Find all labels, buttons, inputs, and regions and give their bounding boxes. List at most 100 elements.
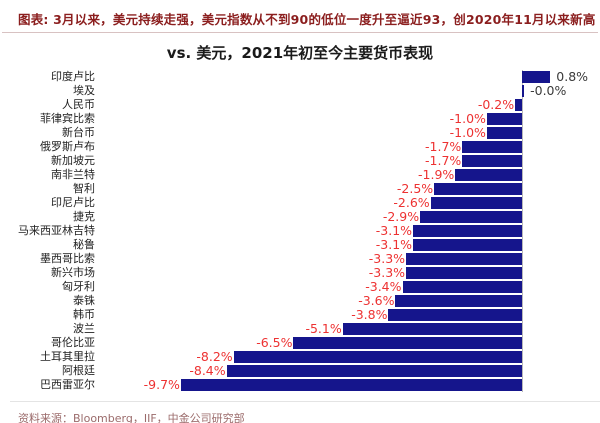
bar-plot-area: -5.1%	[100, 322, 600, 336]
bar-row: 捷克 -2.9%	[0, 210, 600, 224]
bar-plot-area: 0.8%	[100, 70, 600, 84]
bar	[293, 337, 523, 349]
category-label: 印度卢比	[51, 70, 95, 83]
bar-plot-area: -2.9%	[100, 210, 600, 224]
category-label: 波兰	[73, 322, 95, 335]
bar-value-label: -5.1%	[305, 321, 342, 336]
bar-row: 智利 -2.5%	[0, 182, 600, 196]
bar-row: 泰铢 -3.6%	[0, 294, 600, 308]
bar-row: 韩币 -3.8%	[0, 308, 600, 322]
category-label: 土耳其里拉	[40, 350, 95, 363]
bar	[233, 351, 523, 363]
bar-value-label: -9.7%	[143, 377, 180, 392]
bar-value-label: -1.0%	[449, 125, 486, 140]
category-label: 南非兰特	[51, 168, 95, 181]
bar-row: 秘鲁 -3.1%	[0, 238, 600, 252]
category-label: 韩币	[73, 308, 95, 321]
bar-value-label: -0.0%	[530, 83, 567, 98]
bar-plot-area: -3.1%	[100, 238, 600, 252]
bar-row: 新台币 -1.0%	[0, 126, 600, 140]
bar-value-label: -3.1%	[375, 237, 413, 252]
bar-plot-area: -1.0%	[100, 112, 600, 126]
bar-row: 哥伦比亚 -6.5%	[0, 336, 600, 350]
bar	[486, 127, 523, 139]
bar-value-label: -1.9%	[418, 167, 455, 182]
category-label: 阿根廷	[62, 364, 95, 377]
footer-divider	[10, 401, 600, 402]
bar	[522, 85, 525, 97]
bar-value-label: 0.8%	[556, 69, 589, 84]
bar-value-label: -3.1%	[375, 223, 413, 238]
bar-plot-area: -3.8%	[100, 308, 600, 322]
bar-row: 波兰 -5.1%	[0, 322, 600, 336]
bar	[388, 309, 523, 321]
bar-row: 巴西雷亚尔 -9.7%	[0, 378, 600, 392]
bar	[515, 99, 523, 111]
bar-value-label: -2.5%	[396, 181, 434, 196]
bar	[413, 225, 523, 237]
bar-value-label: -1.0%	[449, 111, 486, 126]
bar-plot-area: -0.0%	[100, 84, 600, 98]
bar	[434, 183, 523, 195]
bar-plot-area: -3.3%	[100, 266, 600, 280]
bar-plot-area: -0.2%	[100, 98, 600, 112]
bar-row: 墨西哥比索 -3.3%	[0, 252, 600, 266]
bar-chart: 印度卢比 0.8% 埃及 -0.0% 人民币 -0.2% 菲律宾比索 -1.0% 新台币 -1.0…	[0, 70, 600, 392]
bar-value-label: -3.6%	[358, 293, 395, 308]
bar-plot-area: -8.2%	[100, 350, 600, 364]
bar-value-label: -6.5%	[256, 335, 293, 350]
bar-row: 南非兰特 -1.9%	[0, 168, 600, 182]
category-label: 新兴市场	[51, 266, 95, 279]
category-label: 俄罗斯卢布	[40, 140, 95, 153]
bar-plot-area: -8.4%	[100, 364, 600, 378]
bar-row: 阿根廷 -8.4%	[0, 364, 600, 378]
bar	[430, 197, 523, 209]
bar-row: 埃及 -0.0%	[0, 84, 600, 98]
bar-row: 新加坡元 -1.7%	[0, 154, 600, 168]
bar-plot-area: -1.9%	[100, 168, 600, 182]
category-label: 马来西亚林吉特	[18, 224, 95, 237]
bar-value-label: -1.7%	[425, 139, 462, 154]
bar-value-label: -3.3%	[368, 251, 406, 266]
bar-value-label: -8.4%	[189, 363, 226, 378]
bar-value-label: -1.7%	[425, 153, 462, 168]
bar	[226, 365, 523, 377]
category-label: 人民币	[62, 98, 95, 111]
category-label: 泰铢	[73, 294, 95, 307]
category-label: 墨西哥比索	[40, 252, 95, 265]
category-label: 捷克	[73, 210, 95, 223]
source-note: 资料来源：Bloomberg，IIF，中金公司研究部	[18, 412, 245, 423]
bar-row: 匈牙利 -3.4%	[0, 280, 600, 294]
bar-row: 俄罗斯卢布 -1.7%	[0, 140, 600, 154]
bar	[420, 211, 523, 223]
bar-value-label: -0.2%	[477, 97, 515, 112]
category-label: 埃及	[73, 84, 95, 97]
bar-row: 印尼卢比 -2.6%	[0, 196, 600, 210]
bar-row: 菲律宾比索 -1.0%	[0, 112, 600, 126]
zero-axis-line	[522, 70, 524, 392]
bar-value-label: -3.8%	[351, 307, 388, 322]
category-label: 新加坡元	[51, 154, 95, 167]
bar-plot-area: -6.5%	[100, 336, 600, 350]
category-label: 智利	[73, 182, 95, 195]
bar-row: 土耳其里拉 -8.2%	[0, 350, 600, 364]
bar	[395, 295, 523, 307]
bar	[462, 141, 523, 153]
bar-plot-area: -3.3%	[100, 252, 600, 266]
bar-plot-area: -3.6%	[100, 294, 600, 308]
bar-plot-area: -2.5%	[100, 182, 600, 196]
bar	[180, 379, 523, 391]
bar-value-label: -2.9%	[382, 209, 420, 224]
bar	[402, 281, 523, 293]
bar-plot-area: -2.6%	[100, 196, 600, 210]
bar-plot-area: -3.1%	[100, 224, 600, 238]
bar	[462, 155, 523, 167]
category-label: 秘鲁	[73, 238, 95, 251]
bar-row: 马来西亚林吉特 -3.1%	[0, 224, 600, 238]
bar	[406, 267, 523, 279]
bar	[486, 113, 523, 125]
category-label: 新台币	[62, 126, 95, 139]
bar	[406, 253, 523, 265]
bar-value-label: -8.2%	[196, 349, 233, 364]
